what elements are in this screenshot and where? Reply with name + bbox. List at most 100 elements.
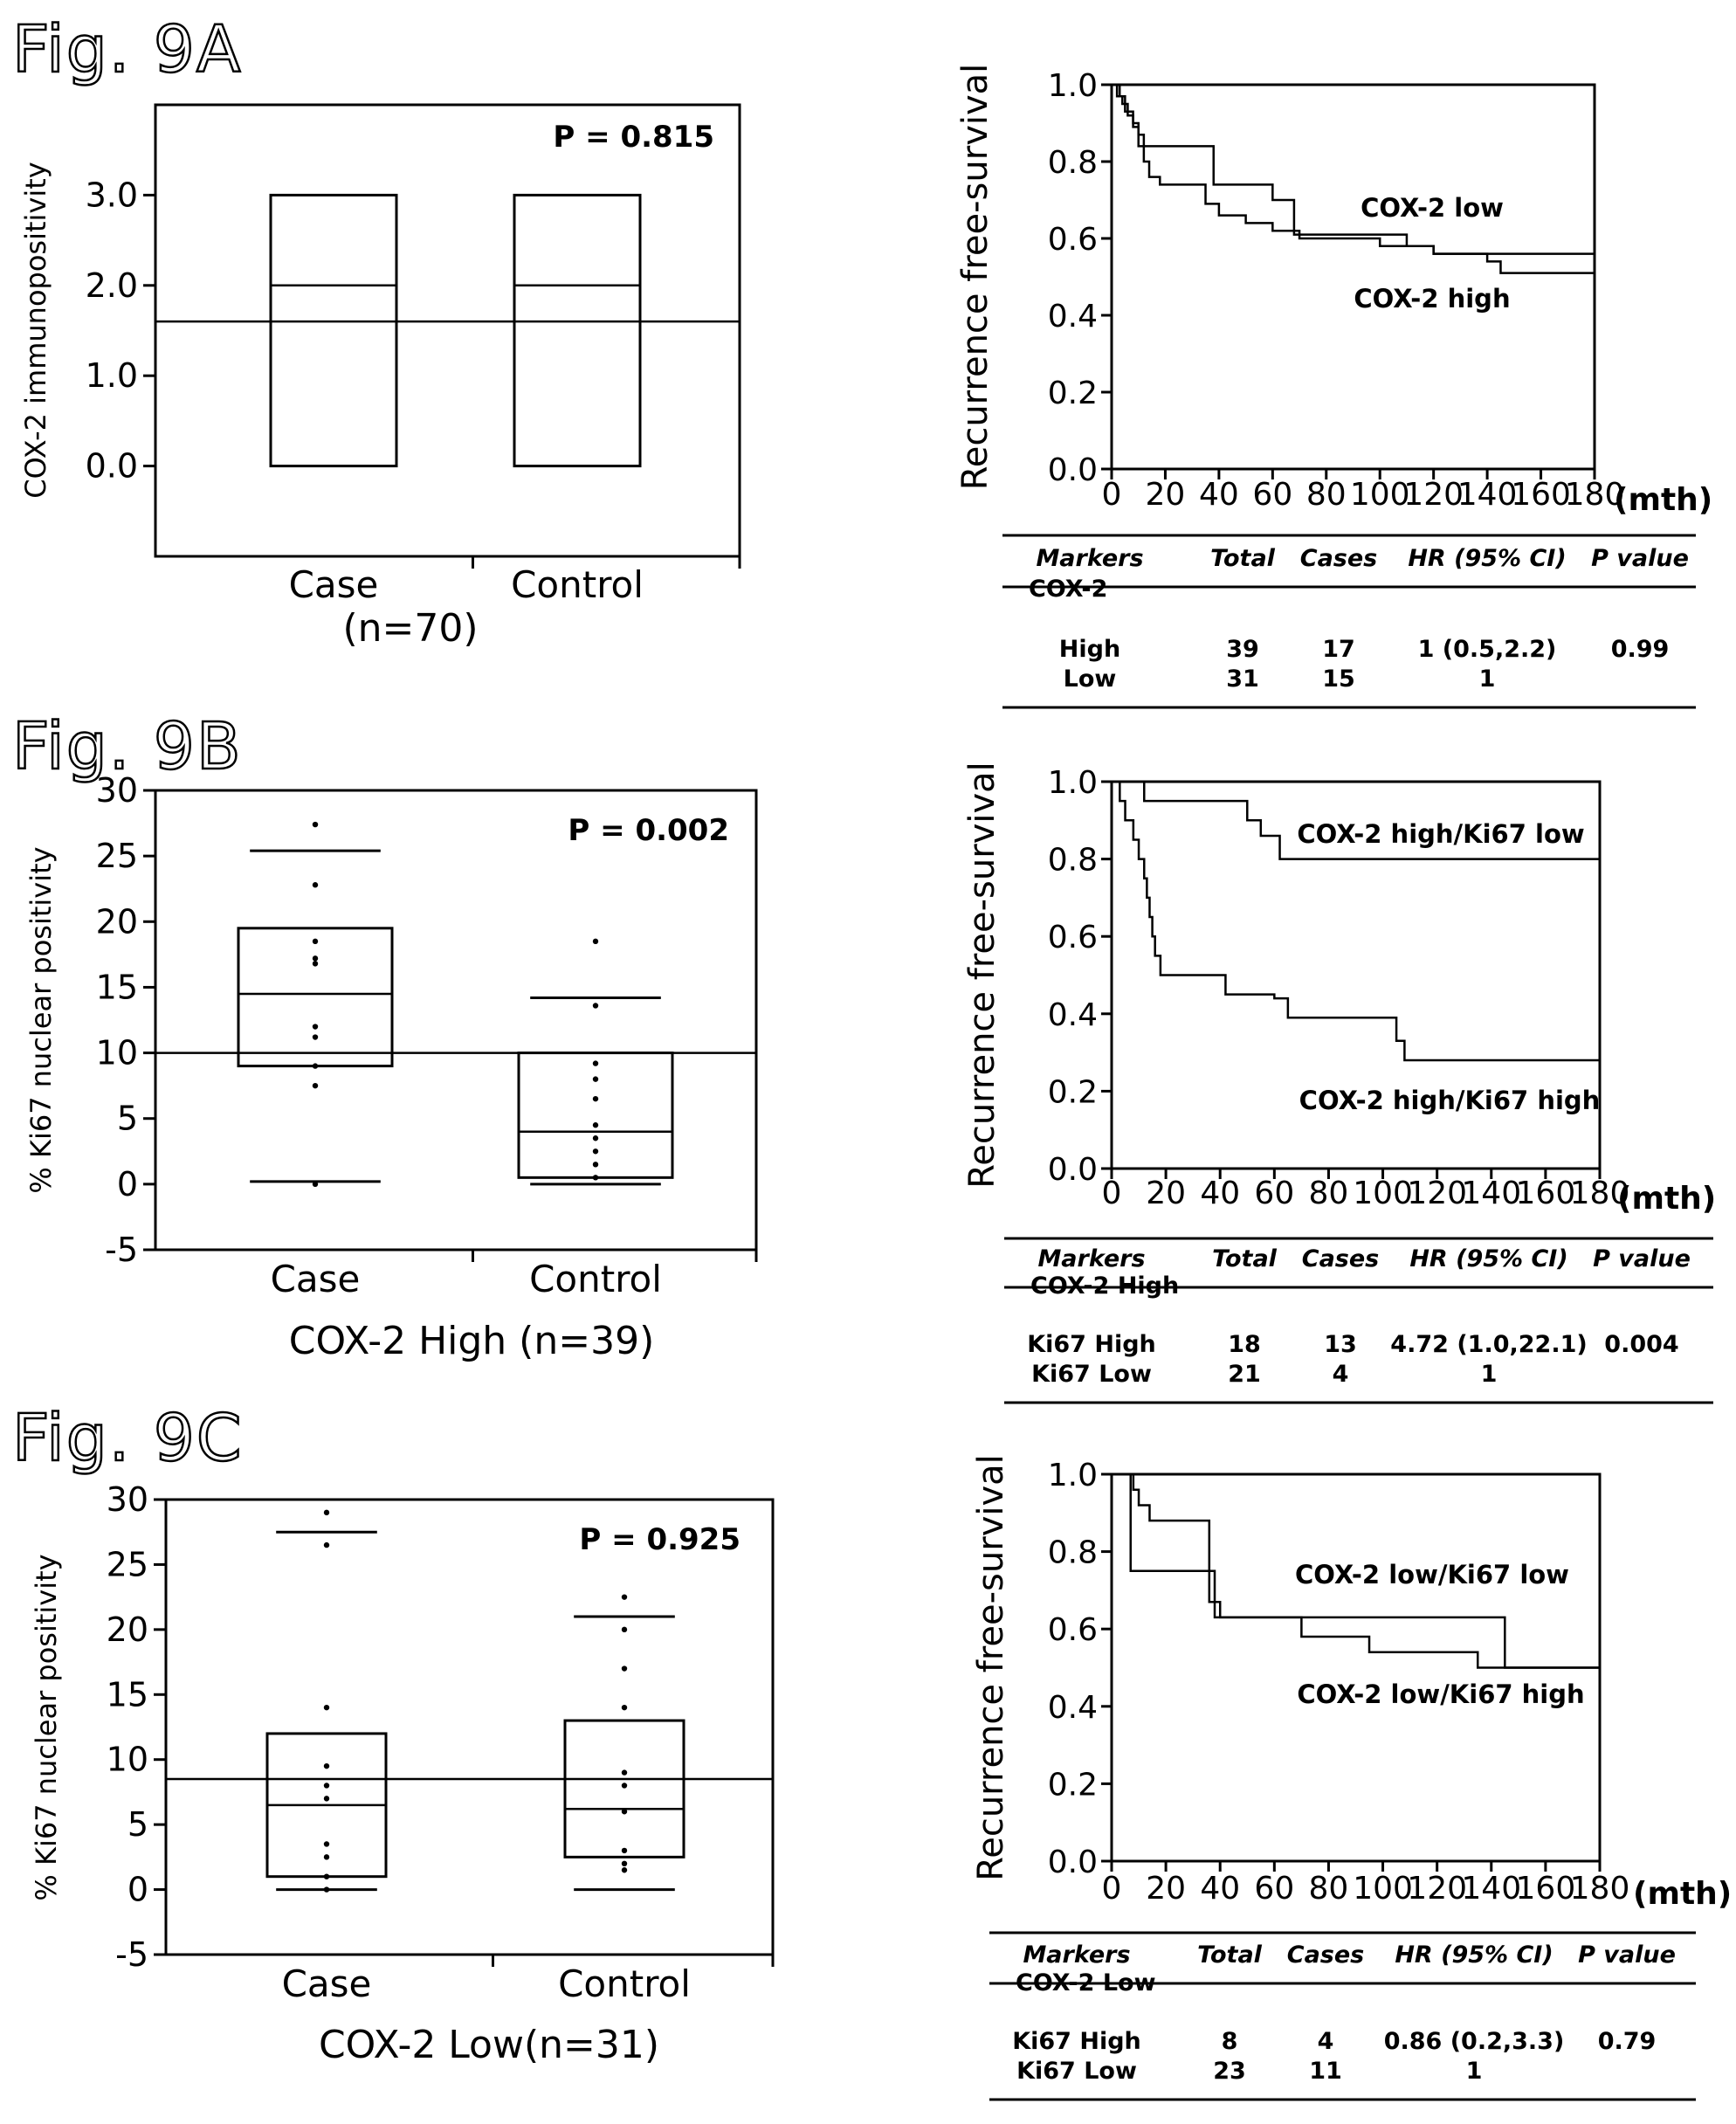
x-tick-label: 0 — [1102, 1176, 1122, 1211]
box-case — [269, 193, 398, 468]
y-tick-label: -5 — [115, 1935, 148, 1974]
subtitle: COX-2 High (n=39) — [289, 1319, 655, 1363]
data-point — [323, 1541, 330, 1548]
y-tick-label: 0.6 — [1048, 222, 1098, 258]
table-cases: 11 — [1309, 2058, 1342, 2085]
survival-curve-1 — [1112, 780, 1600, 1062]
table-header: P value — [1593, 1245, 1691, 1272]
table-marker: Low — [1064, 665, 1117, 693]
category-label: Control — [529, 1258, 662, 1300]
box-control — [517, 1052, 674, 1179]
x-tick-label: 40 — [1199, 477, 1239, 513]
category-label: Case — [289, 563, 379, 606]
fig-label-9a: Fig. 9A — [12, 12, 242, 87]
table-group-label: COX-2 Low — [1016, 1969, 1156, 1996]
data-point — [312, 1181, 319, 1188]
p-value: P = 0.925 — [579, 1522, 741, 1557]
series-label: COX-2 high/Ki67 high — [1299, 1086, 1601, 1115]
y-tick-label: 1.0 — [86, 356, 138, 395]
data-point — [592, 1122, 599, 1128]
table-p: 0.99 — [1611, 636, 1670, 663]
y-tick-label: 25 — [107, 1545, 148, 1583]
x-tick-label: 100 — [1350, 477, 1410, 513]
table-header: Total — [1197, 1941, 1263, 1969]
y-tick-label: 0.4 — [1048, 299, 1098, 334]
table-total: 21 — [1228, 1361, 1261, 1388]
table-header: P value — [1578, 1941, 1676, 1969]
y-tick-label: 3.0 — [86, 176, 138, 214]
y-tick-label: 2.0 — [86, 266, 138, 305]
series-label: COX-2 low/Ki67 high — [1297, 1679, 1584, 1709]
x-tick-label: 100 — [1353, 1871, 1413, 1907]
table-header: Cases — [1287, 1941, 1365, 1969]
data-point — [621, 1704, 628, 1711]
table-hr: 1 (0.5,2.2) — [1418, 636, 1557, 663]
table-header: HR (95% CI) — [1408, 545, 1566, 572]
y-tick-label: 0.6 — [1048, 920, 1098, 955]
y-tick-label: 0.8 — [1048, 145, 1098, 181]
y-tick-label: 0.8 — [1048, 1535, 1098, 1571]
y-axis-title: Recurrence free-survival — [971, 1454, 1011, 1881]
y-tick-label: 0.4 — [1048, 1690, 1098, 1726]
data-point — [621, 1847, 628, 1854]
y-tick-label: 15 — [96, 968, 138, 1006]
data-point — [621, 1769, 628, 1776]
category-label: Case — [271, 1258, 361, 1300]
y-axis-title: Recurrence free-survival — [955, 64, 995, 491]
x-tick-label: 180 — [1570, 1871, 1630, 1907]
p-value: P = 0.815 — [553, 120, 714, 155]
table-p: 0.004 — [1604, 1331, 1678, 1358]
category-label: Control — [558, 1962, 691, 2005]
y-tick-label: 0.2 — [1048, 1074, 1098, 1110]
table-marker: Ki67 High — [1012, 2028, 1141, 2055]
x-tick-label: 120 — [1403, 477, 1464, 513]
data-point — [621, 1626, 628, 1633]
x-tick-label: 60 — [1254, 1176, 1294, 1211]
km-panel-b-right: 0.00.20.40.60.81.00 20 40 60 80 1001201401601… — [962, 762, 1716, 1404]
table-hr: 1 — [1466, 2058, 1483, 2085]
data-point — [323, 1886, 330, 1893]
table-header: Markers — [1023, 1941, 1130, 1969]
y-tick-label: -5 — [105, 1231, 138, 1269]
y-tick-label: 0.0 — [86, 447, 138, 486]
plot-frame — [1110, 780, 1602, 1170]
x-tick-label: 160 — [1516, 1176, 1576, 1211]
data-point — [323, 1841, 330, 1847]
x-tick-label: 140 — [1461, 1176, 1521, 1211]
x-tick-label: 20 — [1146, 1871, 1186, 1907]
data-point — [323, 1783, 330, 1789]
x-tick-label: 140 — [1457, 477, 1518, 513]
data-point — [312, 1034, 319, 1040]
table-header: Markers — [1036, 545, 1143, 572]
y-tick-label: 1.0 — [1048, 68, 1098, 104]
survival-curve-0 — [1112, 83, 1595, 255]
plot-frame — [1110, 83, 1596, 471]
data-point — [323, 1762, 330, 1769]
table-marker: Ki67 Low — [1016, 2058, 1137, 2085]
table-cases: 13 — [1324, 1331, 1357, 1358]
data-point — [323, 1854, 330, 1860]
x-tick-label: 20 — [1146, 477, 1186, 513]
y-tick-label: 0.2 — [1048, 376, 1098, 411]
x-tick-label: 120 — [1407, 1176, 1467, 1211]
x-tick-label: 40 — [1200, 1176, 1240, 1211]
y-tick-label: 0 — [127, 1871, 148, 1909]
data-point — [592, 1003, 599, 1009]
series-label: COX-2 low/Ki67 low — [1295, 1560, 1569, 1590]
x-tick-label: 80 — [1309, 1871, 1349, 1907]
table-cases: 15 — [1322, 665, 1355, 693]
table-cases: 4 — [1333, 1361, 1349, 1388]
data-point — [592, 1162, 599, 1168]
x-tick-label: 20 — [1146, 1176, 1186, 1211]
y-tick-label: 1.0 — [1048, 1458, 1098, 1493]
x-unit-label: (mth) — [1617, 1181, 1716, 1217]
box-panel-b: -5 0 5 10 15 20 25 30 Case Control P = 0.002 COX-2 … — [24, 771, 758, 1363]
category-label: Control — [511, 563, 644, 606]
table-total: 18 — [1228, 1331, 1261, 1358]
data-point — [312, 1082, 319, 1089]
box-control — [563, 1719, 685, 1858]
table-marker: High — [1059, 636, 1120, 663]
data-point — [621, 1594, 628, 1600]
y-tick-label: 5 — [117, 1100, 138, 1138]
table-total: 8 — [1222, 2028, 1238, 2055]
